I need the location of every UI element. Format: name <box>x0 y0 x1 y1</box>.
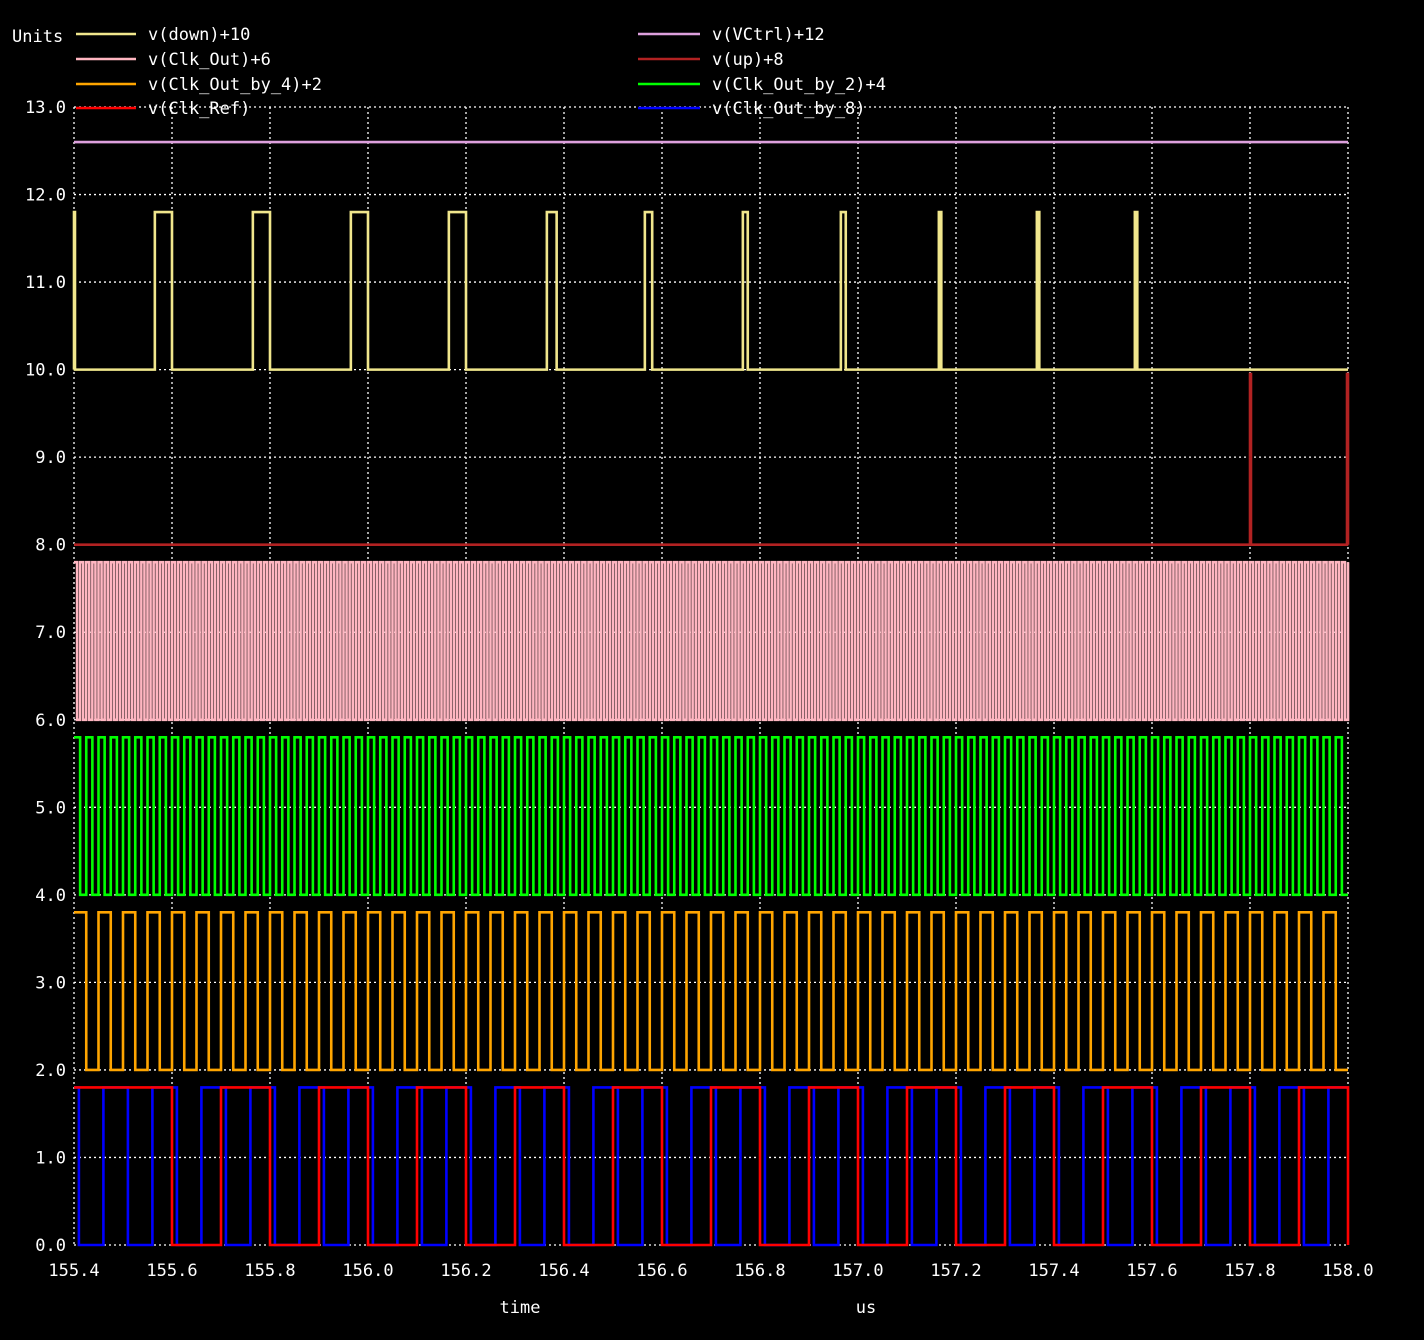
x-tick-label: 155.6 <box>146 1261 197 1281</box>
x-tick-label: 155.4 <box>48 1261 99 1281</box>
y-tick-label: 10.0 <box>25 361 66 381</box>
trace-v-clk-out-by-4-2 <box>74 911 1348 1072</box>
x-tick-label: 156.2 <box>440 1261 491 1281</box>
x-axis-unit: us <box>856 1298 876 1318</box>
y-tick-label: 8.0 <box>35 536 66 556</box>
legend-label: v(Clk_Ref) <box>148 99 250 119</box>
x-tick-labels: 155.4 155.6 155.8 156.0 156.2 156.4 156.6 156.8… <box>48 1261 1373 1281</box>
legend: v(down)+10v(Clk_Out)+6v(Clk_Out_by_4)+2v… <box>76 25 886 119</box>
x-tick-label: 158.0 <box>1322 1261 1373 1281</box>
y-tick-label: 3.0 <box>35 973 66 993</box>
x-tick-label: 156.6 <box>636 1261 687 1281</box>
x-tick-label: 156.4 <box>538 1261 589 1281</box>
y-tick-label: 7.0 <box>35 623 66 643</box>
y-tick-label: 11.0 <box>25 273 66 293</box>
x-tick-label: 156.8 <box>734 1261 785 1281</box>
x-tick-label: 157.8 <box>1224 1261 1275 1281</box>
x-axis-label: time <box>500 1298 541 1318</box>
x-tick-label: 157.4 <box>1028 1261 1079 1281</box>
trace-v-clk-out-6 <box>74 560 1350 722</box>
legend-item: v(up)+8 <box>638 50 784 70</box>
y-tick-label: 6.0 <box>35 711 66 731</box>
y-tick-label: 12.0 <box>25 186 66 206</box>
y-tick-label: 5.0 <box>35 798 66 818</box>
legend-item: v(Clk_Ref) <box>76 99 250 119</box>
legend-label: v(Clk_Out_by_4)+2 <box>148 75 322 95</box>
trace-v-clk-ref <box>74 1086 1350 1247</box>
legend-item: v(Clk_Out)+6 <box>76 50 271 70</box>
y-tick-label: 9.0 <box>35 448 66 468</box>
x-tick-label: 157.0 <box>832 1261 883 1281</box>
legend-label: v(up)+8 <box>712 50 784 70</box>
legend-label: v(VCtrl)+12 <box>712 25 825 45</box>
y-tick-label: 1.0 <box>35 1148 66 1168</box>
x-tick-label: 157.2 <box>930 1261 981 1281</box>
y-tick-labels: 0.0 1.0 2.0 3.0 4.0 5.0 6.0 7.0 8.0 9.0 10.0 11.0 12… <box>25 98 66 1256</box>
legend-item: v(Clk_Out_by_8) <box>638 99 866 119</box>
legend-label: v(Clk_Out)+6 <box>148 50 271 70</box>
y-tick-label: 2.0 <box>35 1061 66 1081</box>
trace-v-clk-out-by-8 <box>74 1086 1348 1247</box>
x-tick-label: 155.8 <box>244 1261 295 1281</box>
y-tick-label: 4.0 <box>35 886 66 906</box>
legend-item: v(down)+10 <box>76 25 250 45</box>
y-tick-label: 13.0 <box>25 98 66 118</box>
trace-v-up-8 <box>74 372 1350 546</box>
legend-item: v(VCtrl)+12 <box>638 25 825 45</box>
trace-v-down-10 <box>72 210 1348 371</box>
legend-label: v(Clk_Out_by_8) <box>712 99 866 119</box>
x-tick-label: 157.6 <box>1126 1261 1177 1281</box>
legend-item: v(Clk_Out_by_4)+2 <box>76 75 322 95</box>
legend-label: v(Clk_Out_by_2)+4 <box>712 75 886 95</box>
y-axis-label: Units <box>12 27 63 47</box>
trace-v-clk-out-by-2-4 <box>74 735 1348 897</box>
x-tick-label: 156.0 <box>342 1261 393 1281</box>
y-tick-label: 0.0 <box>35 1236 66 1256</box>
legend-item: v(Clk_Out_by_2)+4 <box>638 75 886 95</box>
traces <box>72 140 1350 1247</box>
legend-label: v(down)+10 <box>148 25 250 45</box>
